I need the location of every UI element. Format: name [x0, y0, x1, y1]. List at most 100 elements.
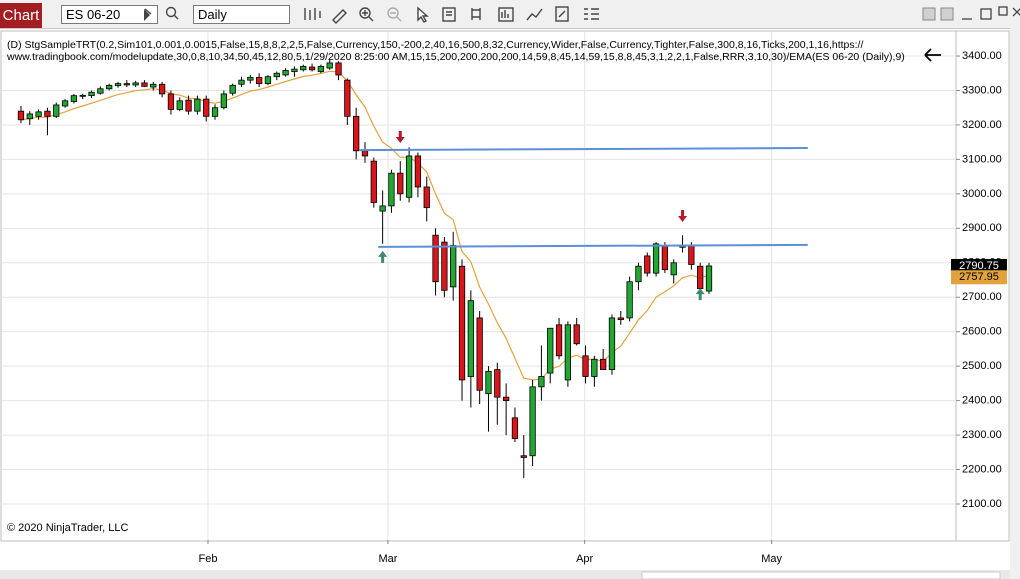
y-tick-label: 3400.00 — [962, 50, 1002, 62]
candle-body — [432, 234, 439, 283]
candle-body — [158, 83, 166, 95]
y-tick-label: 3100.00 — [962, 153, 1002, 165]
candle-body — [106, 84, 113, 90]
candle-body — [308, 66, 316, 71]
candle-body — [353, 115, 360, 152]
candle-body — [538, 376, 545, 388]
candle-body — [44, 110, 51, 117]
candle-body — [600, 358, 607, 370]
horizontal-level — [359, 147, 808, 152]
interval-select[interactable]: Daily — [193, 5, 290, 24]
price-box-label: 2757.95 — [959, 271, 999, 283]
horizontal-level — [378, 243, 808, 248]
signal-arrow — [395, 131, 405, 144]
y-tick-label: 3200.00 — [962, 119, 1002, 131]
candle-body — [114, 83, 122, 87]
x-tick-label: May — [761, 553, 782, 565]
candle-body — [494, 369, 501, 398]
plot — [17, 59, 808, 479]
y-tick-label: 3000.00 — [962, 188, 1002, 200]
y-tick-label: 2400.00 — [962, 395, 1002, 407]
instrument-select[interactable]: ES 06-20 — [61, 5, 158, 24]
bottom-scrollbar[interactable] — [0, 570, 1010, 579]
y-tick-label: 2500.00 — [962, 360, 1002, 372]
candle-body — [370, 160, 377, 203]
candle-body — [688, 245, 695, 265]
signal-arrow — [695, 288, 705, 301]
price-box — [951, 270, 1007, 285]
candle-body — [458, 265, 466, 381]
candle-body — [511, 417, 519, 439]
candle-body — [344, 79, 351, 117]
candle-body — [229, 84, 236, 94]
candle-body — [53, 104, 60, 117]
candle-body — [264, 76, 272, 84]
candle-body — [238, 79, 245, 85]
candle-body — [450, 245, 457, 288]
x-tick-label: Mar — [378, 553, 397, 565]
candle-body — [361, 150, 369, 157]
y-tick-label: 2600.00 — [962, 326, 1002, 338]
candle-body — [582, 355, 589, 377]
candle-body — [617, 317, 624, 321]
candle-body — [485, 370, 492, 395]
candle-body — [150, 83, 157, 88]
toolbar: Chart ES 06-20 Daily — [0, 0, 1020, 29]
candle-body — [405, 155, 413, 198]
candle-body — [300, 65, 307, 71]
candle-body — [247, 76, 254, 81]
candle-body — [70, 95, 78, 102]
candle-body — [520, 455, 527, 458]
candle-body — [132, 82, 139, 86]
candle-body — [35, 111, 42, 117]
y-tick-label: 2700.00 — [962, 291, 1002, 303]
candle-body — [573, 324, 580, 345]
grid — [2, 31, 960, 544]
candle-body — [626, 281, 633, 319]
candle-body — [79, 94, 86, 97]
candle-body — [502, 396, 510, 402]
candle-body — [547, 327, 554, 374]
candle-body — [608, 317, 616, 370]
indicator-text: (D) StgSampleTRT(0.2,Sim101,0.001,0.0015… — [7, 39, 863, 51]
candle-body — [194, 98, 201, 112]
right-scrollbar[interactable] — [1010, 28, 1020, 579]
back-arrow[interactable] — [924, 48, 941, 62]
candle-body — [176, 100, 183, 110]
candle-body — [97, 88, 104, 94]
candle-body — [282, 70, 289, 76]
y-tick-label: 3300.00 — [962, 84, 1002, 96]
candle-body — [17, 110, 25, 121]
candle-body — [185, 99, 192, 112]
scroll-thumb[interactable] — [641, 571, 1001, 579]
candle-body — [203, 98, 210, 117]
candle-body — [397, 172, 404, 195]
candle-body — [441, 241, 448, 291]
candle-body — [141, 82, 148, 87]
signal-arrow — [378, 250, 388, 263]
candle-body — [220, 93, 227, 109]
y-tick-label: 2200.00 — [962, 463, 1002, 475]
candle-body — [476, 317, 483, 391]
candle-body — [379, 205, 386, 212]
y-tick-label: 2300.00 — [962, 429, 1002, 441]
candle-body — [705, 265, 713, 292]
y-tick-label: 2100.00 — [962, 498, 1002, 510]
candle-body — [167, 93, 175, 110]
candle-body — [211, 107, 219, 117]
price-box-label: 2790.75 — [959, 260, 999, 272]
candle-body — [564, 324, 572, 381]
plot-frame — [0, 30, 1010, 542]
candle-body — [661, 245, 669, 271]
candle-body — [697, 265, 704, 290]
candle-body — [529, 386, 536, 457]
candle-body — [26, 113, 33, 120]
chart-tab[interactable]: Chart — [0, 3, 42, 28]
candle-body — [670, 262, 677, 276]
candle-body — [273, 72, 280, 78]
candle-body — [88, 91, 95, 97]
candle-body — [635, 265, 642, 283]
candle-body — [591, 358, 598, 377]
candle-body — [644, 255, 651, 274]
